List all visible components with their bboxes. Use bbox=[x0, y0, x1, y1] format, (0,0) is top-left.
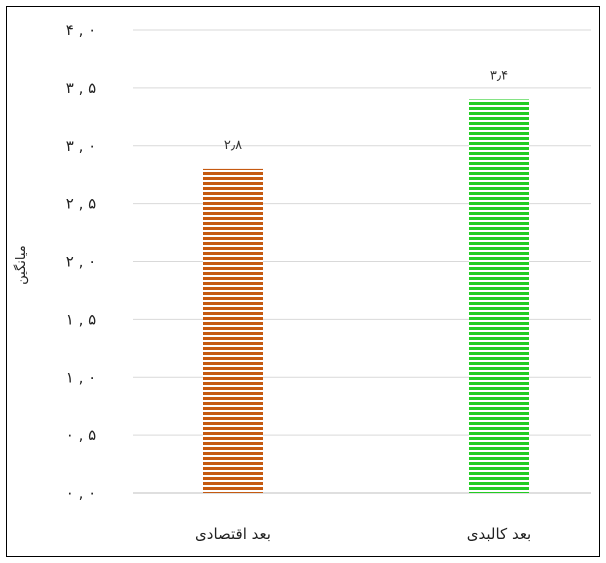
category-label: بعد اقتصادی bbox=[195, 525, 271, 543]
y-tick-label: ۳ , ۰ bbox=[66, 137, 96, 155]
bar bbox=[203, 168, 263, 493]
data-label: ۳٫۴ bbox=[490, 68, 508, 83]
y-tick-label: ۴ , ۰ bbox=[66, 21, 96, 39]
y-tick-label: ۰ , ۵ bbox=[66, 426, 96, 444]
y-axis-label: میانگین bbox=[13, 245, 29, 284]
y-tick-label: ۰ , ۰ bbox=[66, 484, 96, 502]
category-label: بعد کالبدی bbox=[467, 525, 531, 543]
y-tick-label: ۱ , ۰ bbox=[66, 368, 96, 386]
y-tick-label: ۲ , ۵ bbox=[66, 195, 96, 213]
y-tick-label: ۲ , ۰ bbox=[66, 253, 96, 271]
chart-frame: ۰ , ۰ ۰ , ۵ ۱ , ۰ ۱ , ۵ ۲ , ۰ ۲ , ۵ ۳ , ۰ ۳ , ۵… bbox=[6, 6, 600, 557]
data-labels: ۲٫۸ ۳٫۴ bbox=[224, 68, 508, 152]
y-tick-label: ۱ , ۵ bbox=[66, 310, 96, 328]
y-axis-ticks: ۰ , ۰ ۰ , ۵ ۱ , ۰ ۱ , ۵ ۲ , ۰ ۲ , ۵ ۳ , ۰ ۳ , ۵… bbox=[66, 21, 96, 502]
bar-chart: ۰ , ۰ ۰ , ۵ ۱ , ۰ ۱ , ۵ ۲ , ۰ ۲ , ۵ ۳ , ۰ ۳ , ۵… bbox=[13, 21, 591, 543]
x-axis-categories: بعد اقتصادی بعد کالبدی bbox=[195, 525, 531, 543]
bar bbox=[469, 99, 529, 493]
data-label: ۲٫۸ bbox=[224, 138, 242, 153]
bars bbox=[203, 99, 529, 493]
y-tick-label: ۳ , ۵ bbox=[66, 79, 96, 97]
